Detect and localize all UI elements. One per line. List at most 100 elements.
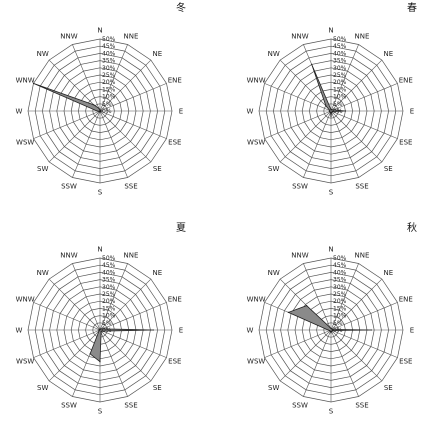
direction-label: W	[16, 327, 23, 335]
wind-frequency-point	[99, 361, 101, 363]
season-title: 冬	[176, 1, 186, 14]
direction-label: ENE	[399, 296, 413, 304]
wind-frequency-point	[99, 328, 101, 330]
grid-spoke	[72, 44, 101, 112]
direction-label: SW	[37, 165, 48, 173]
radial-tick-label: 15%	[333, 86, 347, 93]
wind-frequency-point	[102, 328, 104, 330]
radial-tick-label: 10%	[102, 94, 116, 101]
radial-tick-label: 45%	[333, 262, 347, 269]
radial-tick-label: 0%	[333, 327, 343, 334]
wind-rose-panel: 0%5%10%15%20%25%30%35%40%45%50%N NNE NE ENE…	[16, 1, 186, 197]
direction-label: SSW	[292, 182, 308, 190]
season-title: 夏	[176, 222, 186, 234]
direction-label: WNW	[16, 77, 35, 85]
radial-tick-label: 40%	[333, 269, 347, 276]
radial-tick-label: 5%	[333, 320, 343, 327]
wind-frequency-point	[98, 110, 100, 112]
direction-label: N	[97, 246, 102, 254]
direction-label: E	[179, 327, 183, 335]
radial-tick-label: 15%	[102, 305, 116, 312]
direction-label: WSW	[247, 358, 265, 366]
wind-frequency-point	[325, 105, 327, 107]
radial-tick-label: 50%	[102, 36, 116, 43]
grid-spoke	[72, 110, 101, 178]
radial-tick-label: 30%	[333, 65, 347, 72]
wind-frequency-point	[100, 330, 102, 332]
grid-spoke	[99, 329, 128, 397]
wind-frequency-point	[370, 329, 372, 331]
wind-frequency-point	[330, 116, 332, 118]
radial-tick-label: 0%	[333, 108, 343, 115]
radial-tick-label: 20%	[102, 79, 116, 86]
direction-label: NNW	[60, 252, 77, 260]
wind-frequency-point	[329, 326, 331, 328]
grid-spoke	[330, 278, 383, 331]
direction-label: NW	[268, 50, 280, 58]
radial-tick-label: 20%	[333, 298, 347, 305]
grid-spoke	[279, 110, 332, 163]
grid-spoke	[99, 83, 167, 112]
direction-label: NNW	[291, 33, 308, 41]
direction-label: WNW	[247, 77, 266, 85]
direction-label: NE	[152, 269, 162, 277]
direction-label: NE	[383, 50, 393, 58]
radial-tick-label: 40%	[333, 50, 347, 57]
radial-tick-label: 10%	[333, 94, 347, 101]
grid-spoke	[99, 110, 152, 163]
wind-frequency-area	[89, 328, 154, 363]
radial-tick-label: 5%	[102, 320, 112, 327]
grid-spoke	[99, 59, 152, 112]
direction-label: WSW	[16, 139, 34, 147]
direction-label: E	[179, 108, 183, 116]
direction-label: W	[16, 108, 23, 116]
direction-label: NNE	[124, 33, 139, 41]
direction-label: SSW	[61, 401, 77, 409]
radial-tick-label: 35%	[102, 277, 116, 284]
grid-spoke	[33, 329, 101, 358]
direction-label: ESE	[168, 358, 181, 366]
grid-spoke	[72, 263, 101, 331]
radial-tick-label: 5%	[102, 101, 112, 108]
wind-rose-panel: 0%5%10%15%20%25%30%35%40%45%50%N NNE NE ENE…	[16, 222, 186, 416]
wind-rose-panel: 0%5%10%15%20%25%30%35%40%45%50%N NNE NE ENE…	[247, 2, 417, 197]
direction-label: NW	[37, 50, 49, 58]
direction-label: S	[98, 189, 103, 197]
grid-spoke	[330, 302, 398, 331]
direction-label: NE	[383, 269, 393, 277]
direction-label: S	[329, 189, 334, 197]
radial-tick-label: 10%	[102, 313, 116, 320]
direction-label: ESE	[168, 139, 181, 147]
radial-tick-label: 0%	[102, 327, 112, 334]
grid-spoke	[264, 83, 332, 112]
direction-label: NNE	[124, 252, 139, 260]
wind-frequency-area	[287, 305, 372, 335]
wind-frequency-point	[330, 332, 332, 334]
grid-spoke	[48, 59, 101, 112]
radial-tick-label: 40%	[102, 50, 116, 57]
direction-label: SE	[384, 384, 393, 392]
season-title: 春	[407, 2, 417, 14]
direction-label: NW	[268, 269, 280, 277]
wind-frequency-point	[306, 305, 308, 307]
direction-label: WNW	[247, 296, 266, 304]
grid-spoke	[303, 329, 332, 397]
wind-frequency-point	[102, 330, 104, 332]
radial-tick-label: 15%	[102, 86, 116, 93]
wind-frequency-point	[344, 110, 346, 112]
radial-tick-label: 30%	[333, 284, 347, 291]
radial-tick-label: 30%	[102, 65, 116, 72]
direction-label: NNW	[60, 33, 77, 41]
radial-tick-label: 35%	[102, 58, 116, 65]
grid-spoke	[48, 278, 101, 331]
grid-spoke	[99, 263, 128, 331]
direction-label: ESE	[399, 139, 412, 147]
direction-label: N	[97, 27, 102, 35]
wind-frequency-point	[100, 332, 102, 334]
grid-spoke	[330, 329, 398, 358]
radial-tick-label: 45%	[333, 43, 347, 50]
grid-spoke	[99, 44, 128, 112]
wind-frequency-point	[96, 110, 98, 112]
radial-tick-label: 15%	[333, 305, 347, 312]
radial-tick-label: 25%	[102, 291, 116, 298]
